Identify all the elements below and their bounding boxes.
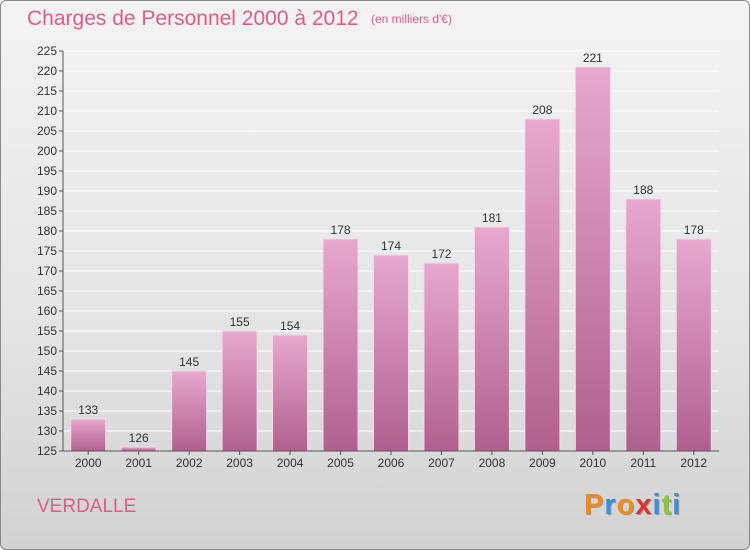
y-tick-label: 125 (37, 444, 57, 458)
bar-2011 (625, 198, 662, 452)
y-tick-label: 185 (37, 204, 57, 218)
y-tick-label: 215 (37, 84, 57, 98)
x-tick-label-2007: 2007 (428, 456, 455, 470)
bar-2007 (423, 262, 460, 452)
y-tick-label: 200 (37, 144, 57, 158)
chart-title: Charges de Personnel 2000 à 2012 (27, 7, 359, 30)
y-tick-label: 175 (37, 244, 57, 258)
bar-2012 (675, 238, 712, 452)
data-label-2009: 208 (532, 103, 552, 117)
data-label-2004: 154 (280, 319, 300, 333)
y-tick-label: 135 (37, 404, 57, 418)
y-tick-label: 155 (37, 324, 57, 338)
bar-2005 (322, 238, 359, 452)
logo-letter: x (635, 489, 653, 521)
logo-letter: i (672, 489, 682, 521)
data-label-2002: 145 (179, 355, 199, 369)
y-tick-label: 165 (37, 284, 57, 298)
chart-subtitle: (en milliers d'€) (371, 12, 452, 26)
y-tick-label: 190 (37, 184, 57, 198)
bar-2003 (221, 330, 258, 452)
data-label-2012: 178 (684, 223, 704, 237)
x-tick-label-2008: 2008 (479, 456, 506, 470)
x-tick-label-2012: 2012 (680, 456, 707, 470)
logo-letter: i (652, 489, 662, 521)
logo-letter: o (616, 489, 636, 521)
y-tick-label: 170 (37, 264, 57, 278)
proxiti-logo: Proxiti (584, 489, 681, 522)
labels: 125 130 135 140 145 150 155 160 165 170 175 180 185 1… (37, 44, 707, 470)
y-tick-label: 195 (37, 164, 57, 178)
commune-name: VERDALLE (37, 496, 137, 517)
data-label-2011: 188 (633, 183, 653, 197)
logo-letter: t (661, 489, 673, 521)
x-tick-label-2009: 2009 (529, 456, 556, 470)
y-tick-label: 140 (37, 384, 57, 398)
x-tick-label-2006: 2006 (378, 456, 405, 470)
bar-2004 (272, 334, 309, 452)
y-tick-label: 210 (37, 104, 57, 118)
y-tick-label: 225 (37, 44, 57, 58)
bar-2001 (120, 446, 157, 452)
bar-2009 (524, 118, 561, 452)
data-label-2003: 155 (230, 315, 250, 329)
x-tick-label-2003: 2003 (226, 456, 253, 470)
bar-2002 (171, 370, 208, 452)
bar-2000 (70, 418, 107, 452)
data-label-2001: 126 (129, 431, 149, 445)
x-tick-label-2000: 2000 (75, 456, 102, 470)
x-tick-label-2010: 2010 (579, 456, 606, 470)
data-label-2006: 174 (381, 239, 401, 253)
logo-letter: P (584, 489, 605, 521)
bar-2010 (574, 66, 611, 452)
data-label-2005: 178 (331, 223, 351, 237)
data-label-2000: 133 (78, 403, 98, 417)
bar-2008 (473, 226, 510, 452)
x-tick-label-2004: 2004 (277, 456, 304, 470)
logo-letter: r (604, 489, 617, 521)
x-tick-label-2001: 2001 (125, 456, 152, 470)
y-tick-label: 180 (37, 224, 57, 238)
y-tick-label: 220 (37, 64, 57, 78)
x-tick-label-2011: 2011 (630, 456, 656, 470)
y-tick-label: 150 (37, 344, 57, 358)
y-tick-label: 130 (37, 424, 57, 438)
bar-2006 (373, 254, 409, 452)
x-tick-label-2005: 2005 (327, 456, 354, 470)
data-label-2008: 181 (482, 211, 502, 225)
axes (59, 50, 719, 455)
y-tick-label: 205 (37, 124, 57, 138)
data-label-2007: 172 (431, 247, 451, 261)
y-tick-label: 145 (37, 364, 57, 378)
y-tick-label: 160 (37, 304, 57, 318)
x-tick-label-2002: 2002 (176, 456, 203, 470)
bars (70, 66, 712, 452)
data-label-2010: 221 (583, 51, 603, 65)
